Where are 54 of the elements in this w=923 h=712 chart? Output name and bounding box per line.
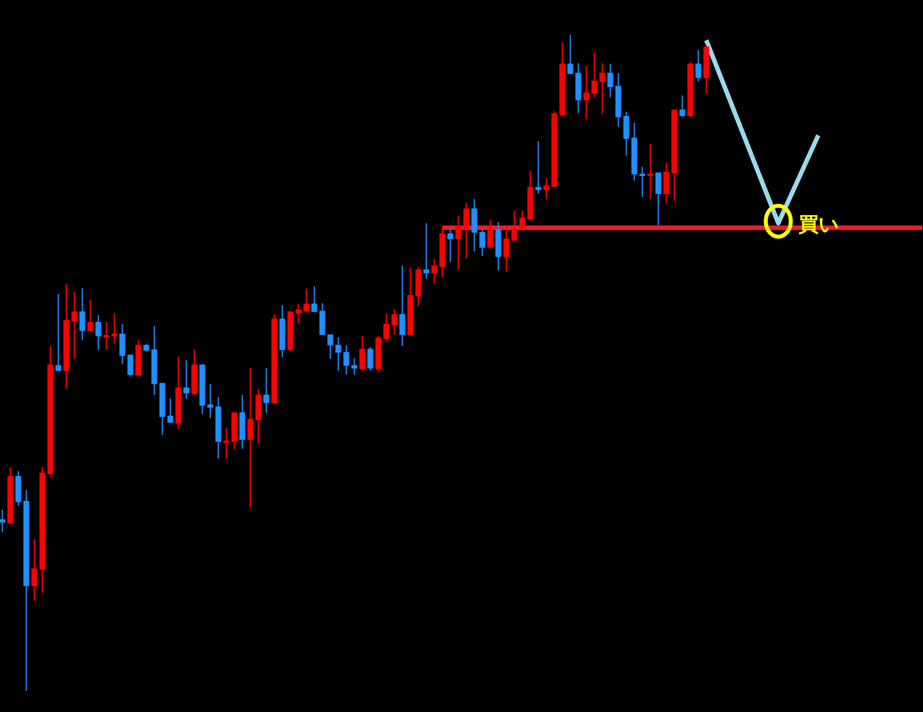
- candlestick: [471, 198, 478, 252]
- candlestick: [111, 312, 118, 344]
- candlestick: [95, 314, 102, 350]
- candlestick: [431, 258, 438, 284]
- candlestick: [463, 202, 470, 259]
- candlestick: [87, 299, 94, 332]
- candlestick: [127, 354, 134, 378]
- candlestick: [383, 312, 390, 342]
- candlestick: [263, 367, 270, 414]
- candlestick: [639, 166, 646, 198]
- candlestick: [311, 286, 318, 312]
- candlestick: [183, 360, 190, 400]
- candlestick: [503, 225, 510, 272]
- candlestick: [543, 177, 550, 200]
- candlestick: [455, 215, 462, 270]
- candlestick: [31, 538, 38, 602]
- candlestick: [0, 509, 6, 533]
- candlestick: [119, 324, 126, 365]
- candlestick: [663, 162, 670, 204]
- candlestick: [679, 94, 686, 118]
- candlestick: [479, 229, 486, 257]
- candlestick: [295, 303, 302, 324]
- candlestick: [623, 111, 630, 156]
- candlestick: [607, 63, 614, 98]
- candlestick: [207, 383, 214, 419]
- candlestick: [71, 291, 78, 360]
- candlestick: [319, 302, 326, 336]
- candlestick: [327, 334, 334, 360]
- candlestick: [511, 210, 518, 242]
- candlestick: [367, 346, 374, 372]
- candlestick: [335, 336, 342, 372]
- candlestick: [583, 65, 590, 120]
- candlestick: [647, 143, 654, 200]
- candlestick: [519, 210, 526, 232]
- candlestick: [399, 265, 406, 346]
- candlestick: [655, 172, 662, 226]
- candlestick: [535, 140, 542, 194]
- candlestick: [447, 228, 454, 262]
- candlestick: [359, 335, 366, 372]
- candlestick: [79, 288, 86, 341]
- candlestick: [391, 308, 398, 336]
- candlestick: [167, 398, 174, 424]
- candlestick: [567, 34, 574, 74]
- candlestick: [423, 222, 430, 280]
- candlestick: [55, 293, 62, 372]
- candlestick: [303, 288, 310, 312]
- candlestick: [223, 427, 230, 460]
- candlestick: [351, 358, 358, 376]
- candlestick: [599, 62, 606, 114]
- candlestick: [247, 367, 254, 508]
- candlestick: [343, 344, 350, 376]
- candlestick: [487, 219, 494, 248]
- candlestick: [591, 52, 598, 98]
- candlestick: [695, 49, 702, 82]
